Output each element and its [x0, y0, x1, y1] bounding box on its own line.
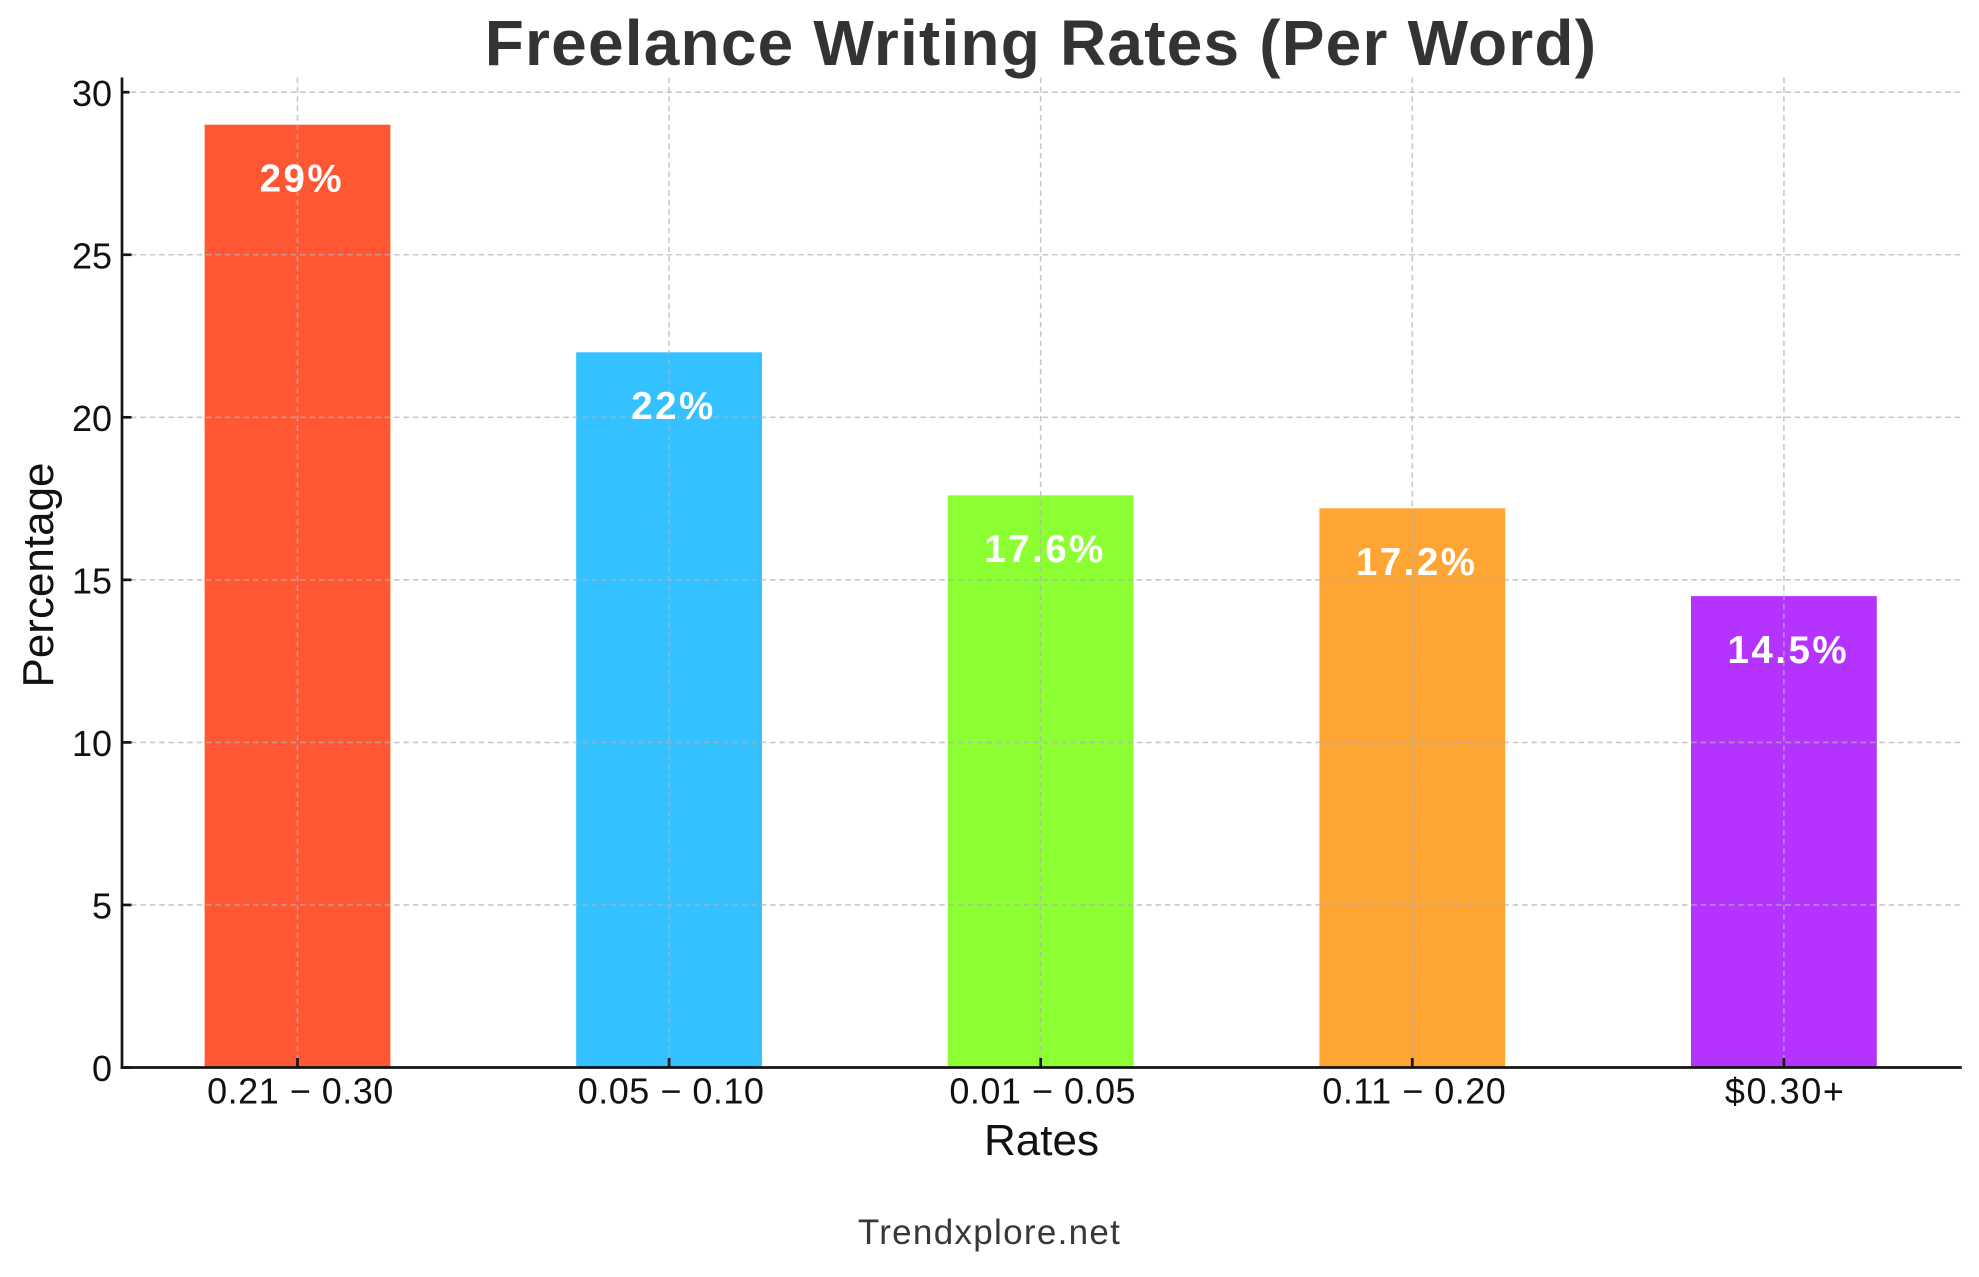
svg-text:0.05 − 0.10: 0.05 − 0.10 — [578, 1071, 765, 1112]
svg-text:17.6%: 17.6% — [984, 528, 1106, 571]
svg-text:30: 30 — [72, 73, 112, 114]
svg-text:17.2%: 17.2% — [1356, 541, 1478, 584]
svg-text:15: 15 — [72, 561, 112, 602]
svg-text:10: 10 — [72, 723, 112, 764]
svg-text:5: 5 — [92, 886, 112, 927]
svg-text:0.11 − 0.20: 0.11 − 0.20 — [1322, 1071, 1506, 1112]
svg-text:20: 20 — [72, 398, 112, 439]
svg-text:Rates: Rates — [984, 1116, 1099, 1165]
svg-text:Trendxplore.net: Trendxplore.net — [858, 1213, 1121, 1252]
svg-text:0.21 − 0.30: 0.21 − 0.30 — [207, 1071, 394, 1112]
svg-text:25: 25 — [72, 235, 112, 276]
svg-text:14.5%: 14.5% — [1727, 629, 1849, 672]
svg-text:22%: 22% — [631, 385, 716, 428]
svg-text:Percentage: Percentage — [14, 462, 63, 687]
svg-text:29%: 29% — [260, 158, 345, 201]
svg-text:0: 0 — [92, 1048, 112, 1089]
svg-text:0.01 − 0.05: 0.01 − 0.05 — [949, 1071, 1136, 1112]
svg-text:Freelance Writing Rates (Per W: Freelance Writing Rates (Per Word) — [485, 7, 1597, 79]
svg-text:$0.30+: $0.30+ — [1725, 1071, 1846, 1112]
